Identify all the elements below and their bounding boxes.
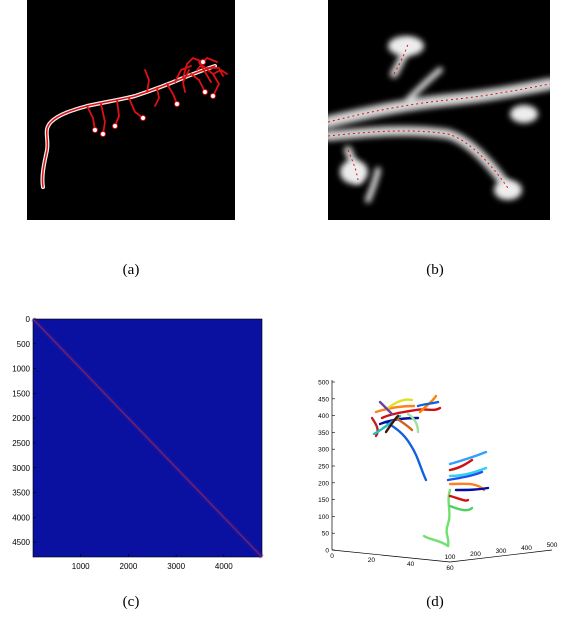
- y-tick-label: 200: [470, 551, 481, 558]
- z-tick-label: 300: [318, 447, 329, 454]
- x-axis-line: [331, 549, 451, 563]
- heatmap-ytick-label: 500: [17, 340, 31, 349]
- caption-d: (d): [426, 594, 444, 610]
- heatmap-ytick-label: 2500: [12, 439, 30, 448]
- heatmap-ytick-label: 1000: [12, 365, 30, 374]
- z-tick-label: 500: [318, 380, 329, 387]
- x-tick-label: 0: [330, 553, 334, 560]
- panel-d: 0 50 100 150 200 250 300 350 400 450 500 0 20 40 60 1…: [300, 372, 564, 573]
- y-tick-label: 300: [496, 548, 507, 555]
- trace-3d-chart: 0 50 100 150 200 250 300 350 400 450 500 0 20 40 60 1…: [318, 380, 558, 573]
- z-tick-label: 150: [318, 497, 329, 504]
- heatmap-ytick-label: 4000: [12, 513, 30, 522]
- panel-b-image: [322, 0, 556, 220]
- y-tick-label: 500: [547, 542, 558, 549]
- z-tick-label: 100: [318, 514, 329, 521]
- heatmap-xtick-label: 1000: [72, 562, 90, 571]
- heatmap-ytick-label: 3000: [12, 464, 30, 473]
- trace-lines: [370, 394, 490, 548]
- z-tick-label: 450: [318, 396, 329, 403]
- heatmap-xtick-label: 4000: [215, 562, 233, 571]
- panel-a: [27, 0, 235, 220]
- caption-c: (c): [122, 594, 140, 610]
- panel-c: 0 500 1000 1500 2000 2500 3000 3500 4000 4500 100…: [0, 312, 270, 577]
- z-tick-label: 250: [318, 464, 329, 471]
- y-tick-label: 100: [445, 554, 456, 561]
- z-tick-label: 400: [318, 413, 329, 420]
- caption-a: (a): [122, 262, 140, 278]
- heatmap-ytick-label: 1500: [12, 389, 30, 398]
- heatmap-xtick-label: 3000: [167, 562, 185, 571]
- x-tick-label: 20: [368, 557, 376, 564]
- x-tick-label: 40: [407, 561, 415, 568]
- z-tick-label: 200: [318, 480, 329, 487]
- y-axis-line: [449, 549, 553, 563]
- y-tick-label: 400: [521, 545, 532, 552]
- heatmap-chart: 0 500 1000 1500 2000 2500 3000 3500 4000 4500 100…: [12, 315, 264, 571]
- z-tick-label: 50: [322, 531, 330, 538]
- heatmap-ytick-label: 4500: [12, 538, 30, 547]
- panel-a-image: [27, 0, 235, 220]
- z-tick-label: 350: [318, 430, 329, 437]
- heatmap-diagonal: [32, 318, 263, 558]
- heatmap-ytick-label: 2000: [12, 414, 30, 423]
- x-tick-label: 60: [446, 565, 454, 572]
- z-tick-label: 0: [325, 548, 329, 555]
- heatmap-ytick-label: 0: [26, 315, 31, 324]
- heatmap-xtick-label: 2000: [120, 562, 138, 571]
- panel-b: [322, 0, 556, 220]
- caption-b: (b): [426, 262, 444, 278]
- heatmap-ytick-label: 3500: [12, 489, 30, 498]
